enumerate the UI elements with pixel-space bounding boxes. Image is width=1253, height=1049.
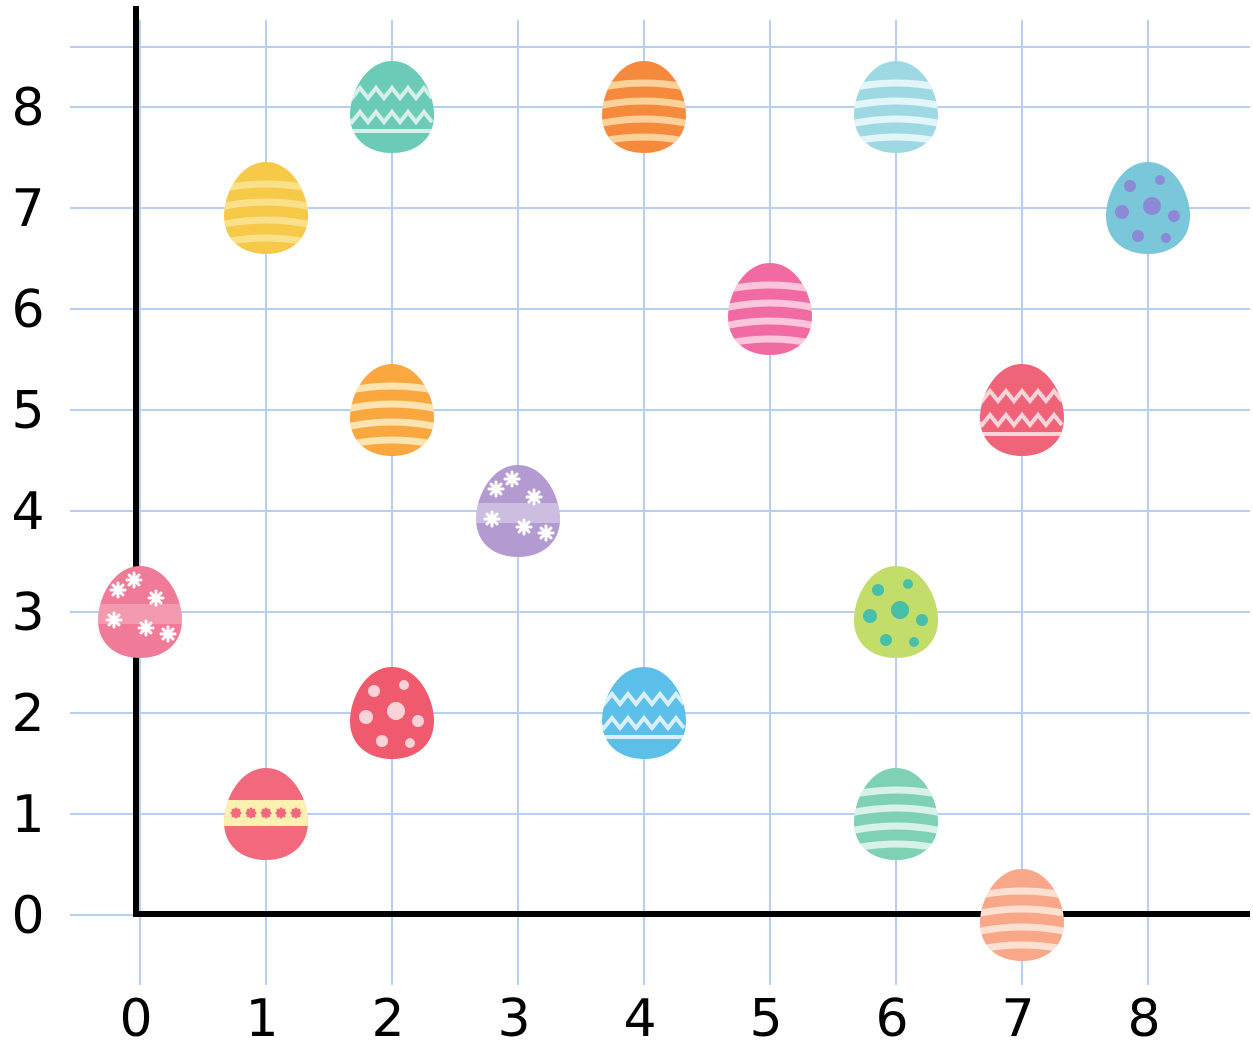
- egg-point: [224, 768, 308, 860]
- egg-point: [98, 566, 182, 658]
- y-tick-label: 6: [11, 280, 44, 340]
- y-tick-label: 5: [11, 381, 44, 441]
- egg-point: [476, 465, 560, 557]
- egg-point: [980, 364, 1064, 456]
- egg-point: [854, 768, 938, 860]
- y-tick-label: 7: [11, 179, 44, 239]
- x-tick-label: 8: [1127, 989, 1160, 1049]
- x-tick-label: 2: [371, 989, 404, 1049]
- x-tick-label: 4: [623, 989, 656, 1049]
- egg-point: [350, 667, 434, 759]
- egg-point: [350, 364, 434, 456]
- y-tick-label: 3: [11, 583, 44, 643]
- x-tick-label: 3: [497, 989, 530, 1049]
- y-tick-label: 2: [11, 684, 44, 744]
- axes: [133, 6, 1250, 917]
- x-tick-label: 0: [119, 989, 152, 1049]
- egg-point: [980, 869, 1064, 961]
- egg-point: [854, 566, 938, 658]
- egg-point: [350, 61, 434, 153]
- egg-point: [224, 162, 308, 254]
- x-tick-label: 6: [875, 989, 908, 1049]
- egg-point: [602, 61, 686, 153]
- egg-point: [1106, 162, 1190, 254]
- x-tick-label: 1: [245, 989, 278, 1049]
- y-tick-label: 8: [11, 78, 44, 138]
- egg-point: [728, 263, 812, 355]
- y-tick-label: 0: [11, 886, 44, 946]
- x-tick-label: 7: [1001, 989, 1034, 1049]
- x-tick-label: 5: [749, 989, 782, 1049]
- y-tick-label: 1: [11, 785, 44, 845]
- egg-point: [602, 667, 686, 759]
- tick-labels: 0 1 2 3 4 5 6 7 8 0 1 2 3 4 5 6 7 8: [11, 78, 1160, 1049]
- y-tick-label: 4: [11, 482, 44, 542]
- egg-point: [854, 61, 938, 153]
